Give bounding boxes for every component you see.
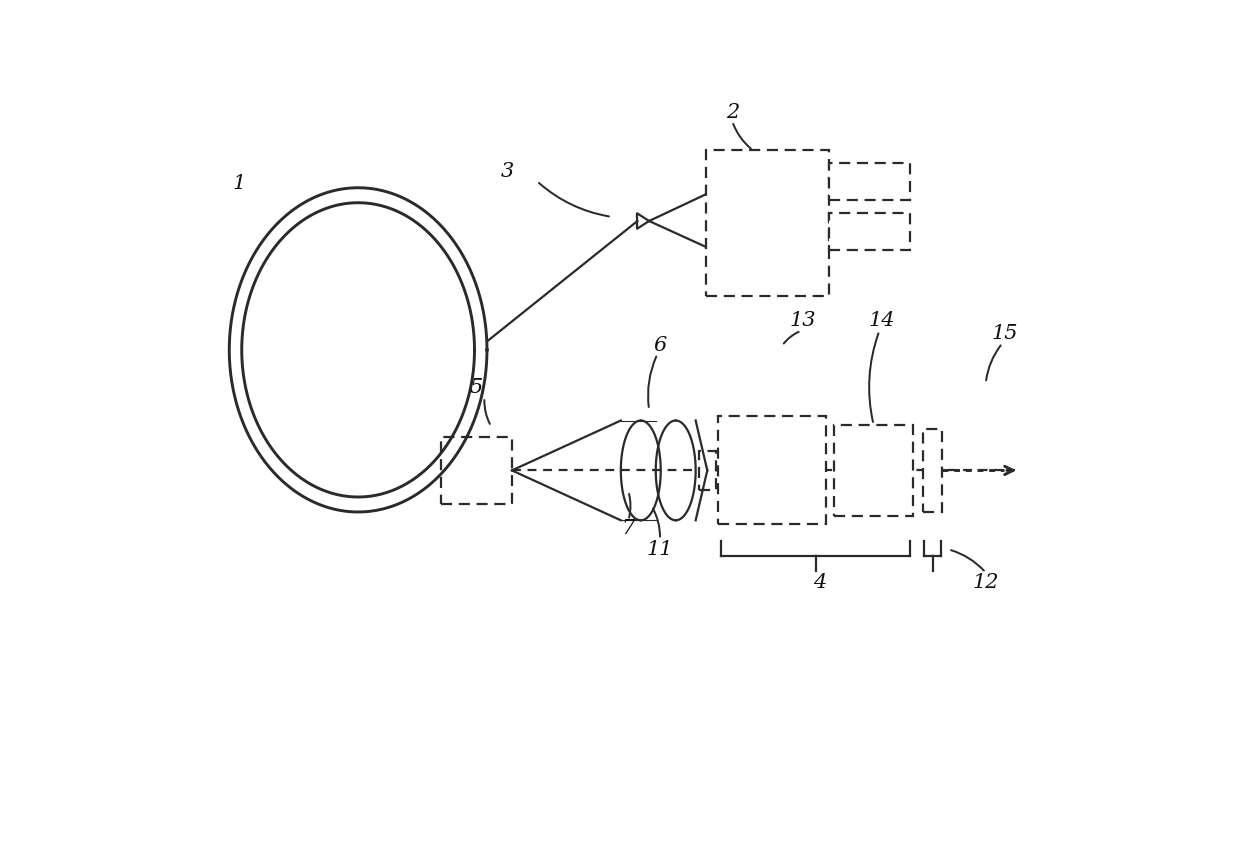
Bar bbox=[828, 213, 910, 250]
Bar bbox=[441, 437, 512, 504]
Text: 1: 1 bbox=[233, 174, 246, 193]
Bar bbox=[924, 429, 941, 512]
Text: 5: 5 bbox=[470, 378, 482, 397]
Bar bbox=[718, 417, 826, 525]
Bar bbox=[699, 451, 715, 489]
Text: 6: 6 bbox=[653, 336, 667, 355]
Bar bbox=[835, 424, 914, 516]
Text: 7: 7 bbox=[621, 519, 635, 538]
Text: 13: 13 bbox=[790, 311, 816, 330]
Text: 14: 14 bbox=[869, 311, 895, 330]
Text: 12: 12 bbox=[972, 573, 999, 592]
Bar bbox=[706, 151, 828, 296]
Text: 4: 4 bbox=[813, 573, 826, 592]
Text: 11: 11 bbox=[646, 540, 673, 559]
Text: 15: 15 bbox=[992, 324, 1018, 343]
Text: 3: 3 bbox=[501, 162, 515, 181]
Text: 2: 2 bbox=[725, 103, 739, 122]
Bar bbox=[828, 163, 910, 200]
